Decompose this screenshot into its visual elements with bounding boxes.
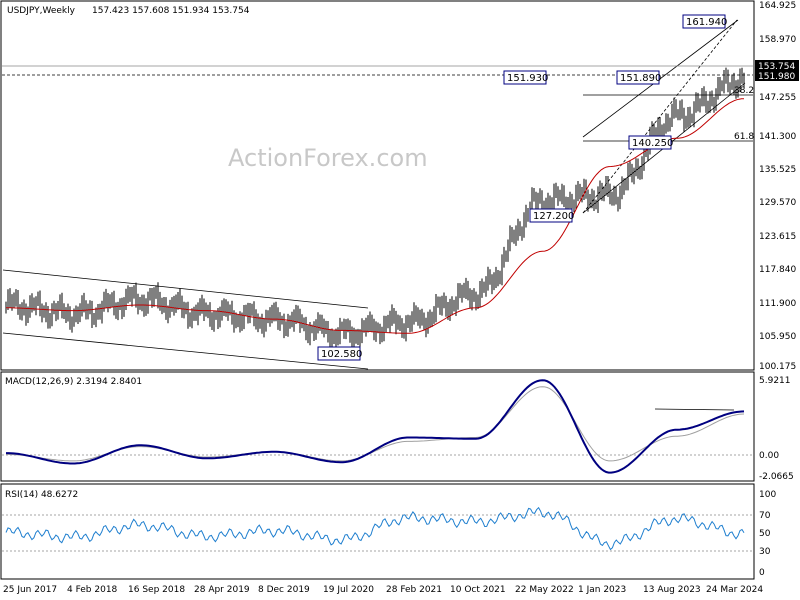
y-tick-158970: 158.970 [759,35,796,45]
x-tick-8: 22 May 2022 [515,585,574,595]
y-tick-135525: 135.525 [759,165,796,175]
y-tick-147255: 147.255 [759,93,796,103]
level-box-151890: 151.890 [616,70,661,85]
y-tick-164925: 164.925 [759,1,796,11]
fib-618-label: 61.8 [734,132,754,142]
y-tick-117840: 117.840 [759,265,796,275]
ohlc-values: 157.423 157.608 151.934 153.754 [92,6,250,16]
trend-channels [2,19,746,370]
y-tick-105950: 105.950 [759,332,796,342]
x-tick-1: 4 Feb 2018 [67,585,118,595]
x-axis: 25 Jun 2017 4 Feb 2018 16 Sep 2018 28 Ap… [3,585,763,595]
rsi-panel-frame [0,483,755,580]
level-box-161940: 161.940 [682,14,727,29]
macd-title: MACD(12,26,9) 2.3194 2.8401 [5,377,142,387]
macd-tick-min: -2.0665 [759,472,794,482]
rsi-tick-70: 70 [759,511,771,521]
descending-channel-top [2,269,369,309]
macd-resistance-line [654,408,735,411]
rsi-tick-30: 30 [759,547,771,557]
rising-channel-mid [582,19,738,214]
level-102580-label: 102.580 [321,349,362,360]
rsi-tick-50: 50 [759,529,771,539]
level-151890-label: 151.890 [620,73,661,84]
x-tick-9: 1 Jan 2023 [578,585,626,595]
level-127200-label: 127.200 [533,211,574,222]
level-box-102580: 102.580 [317,346,362,361]
y-tick-129570: 129.570 [759,198,796,208]
x-tick-5: 19 Jul 2020 [323,585,374,595]
x-tick-6: 28 Feb 2021 [386,585,442,595]
x-tick-7: 10 Oct 2021 [450,585,506,595]
moving-average-line [6,98,745,334]
watermark: ActionForex.com [228,144,428,172]
x-tick-0: 25 Jun 2017 [3,585,57,595]
macd-tick-zero: 0.00 [759,451,779,461]
rsi-tick-100: 100 [759,490,776,500]
macd-tick-max: 5.9211 [759,376,791,386]
descending-channel-bottom [2,332,369,370]
level-161940-label: 161.940 [686,17,727,28]
level-box-151930: 151.930 [503,70,548,85]
level-box-140250: 140.250 [628,135,673,150]
x-tick-4: 8 Dec 2019 [258,585,310,595]
svg-text:153.754: 153.754 [758,62,795,72]
x-tick-3: 28 Apr 2019 [194,585,250,595]
level-151930-label: 151.930 [507,73,548,84]
y-tick-123615: 123.615 [759,232,796,242]
y-tick-100175: 100.175 [759,362,796,372]
rsi-line [5,506,745,551]
rsi-tick-0: 0 [759,568,765,578]
rising-channel-top [582,19,739,138]
level-price-tag: 151.980 [755,70,799,82]
current-price-tag: 153.754 [755,60,799,72]
y-tick-141300: 141.300 [759,132,796,142]
main-y-axis: 164.925 158.970 147.255 141.300 135.525 … [759,1,796,372]
x-tick-10: 13 Aug 2023 [643,585,701,595]
macd-line [6,379,745,474]
level-box-127200: 127.200 [529,208,574,223]
x-tick-11: 24 Mar 2024 [706,585,763,595]
level-140250-label: 140.250 [632,138,673,149]
symbol-title: USDJPY,Weekly [7,6,76,16]
svg-text:151.980: 151.980 [758,72,795,82]
fib-382-label: 38.2 [734,86,754,96]
y-tick-111900: 111.900 [759,299,796,309]
x-tick-2: 16 Sep 2018 [128,585,185,595]
rsi-title: RSI(14) 48.6272 [5,490,78,500]
macd-panel-frame [0,371,755,482]
